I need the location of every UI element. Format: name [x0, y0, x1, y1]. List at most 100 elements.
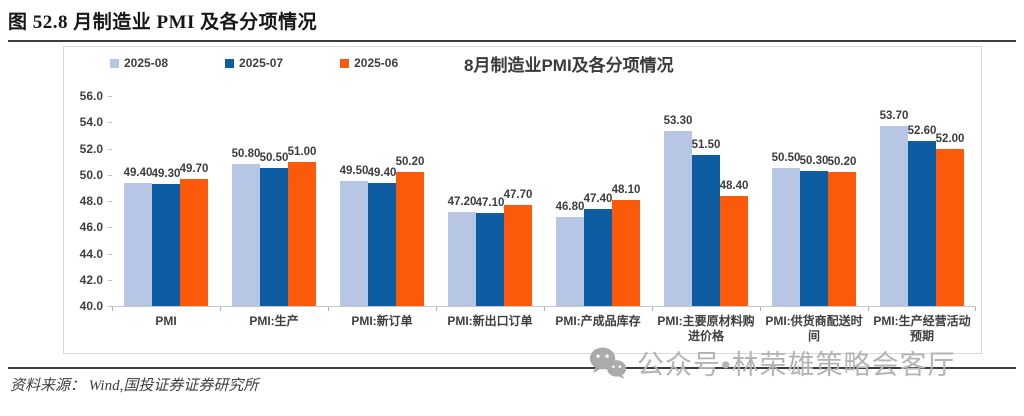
value-label: 48.10 — [611, 183, 641, 196]
value-label: 47.20 — [447, 195, 477, 208]
y-axis-tick — [108, 306, 112, 307]
legend-label: 2025-07 — [239, 56, 284, 70]
bar-2025-06: 48.40 — [720, 180, 748, 306]
bar-group: 50.80 50.50 51.00 — [220, 96, 328, 306]
value-label: 51.50 — [691, 139, 721, 152]
y-axis-tick — [108, 148, 112, 150]
category-label: PMI — [155, 314, 177, 328]
legend-swatch-2025-08-icon — [110, 58, 119, 68]
value-label: 49.40 — [123, 166, 153, 179]
value-label: 53.70 — [879, 110, 909, 123]
value-label: 51.00 — [287, 145, 317, 158]
bar-2025-07: 49.30 — [152, 168, 180, 306]
legend-item-2025-07: 2025-07 — [225, 56, 283, 70]
value-label: 52.60 — [907, 124, 937, 137]
value-label: 52.00 — [935, 132, 965, 145]
x-axis-line — [112, 306, 976, 307]
bar-2025-08: 53.70 — [880, 110, 908, 306]
y-axis-tick — [108, 96, 112, 97]
legend-swatch-2025-07-icon — [225, 58, 235, 68]
y-tick-label: 44.0 — [79, 246, 103, 261]
bar-2025-06: 50.20 — [828, 156, 856, 306]
bar-2025-08: 53.30 — [664, 115, 692, 306]
category-label: PMI:供货商配送时间 — [765, 314, 863, 343]
x-axis-tick — [112, 307, 113, 311]
source-note: 资料来源： Wind,国投证券证券研究所 — [10, 378, 259, 394]
category-label: PMI:生产经营活动预期 — [873, 314, 971, 343]
value-label: 47.40 — [583, 192, 613, 205]
wechat-icon — [589, 347, 627, 379]
bar-2025-06: 48.10 — [612, 184, 640, 306]
bar-2025-06: 50.20 — [396, 156, 424, 306]
legend-swatch-2025-06-icon — [340, 58, 350, 68]
category-label: PMI:产成品库存 — [555, 314, 641, 328]
value-label: 47.10 — [475, 196, 505, 209]
bar-2025-08: 47.20 — [448, 196, 476, 306]
y-tick-label: 42.0 — [79, 272, 103, 287]
bar-2025-07: 49.40 — [368, 167, 396, 306]
x-axis-tick — [436, 307, 437, 311]
value-label: 49.50 — [339, 165, 369, 178]
value-label: 48.40 — [719, 179, 749, 192]
source-divider — [8, 367, 1016, 369]
value-label: 50.80 — [231, 148, 261, 161]
bar-2025-07: 50.30 — [800, 155, 828, 306]
x-axis-tick — [328, 307, 329, 311]
category-label: PMI:新出口订单 — [447, 314, 533, 328]
bar-2025-07: 52.60 — [908, 125, 936, 306]
bar-group: 50.50 50.30 50.20 — [760, 96, 868, 306]
bar-group: 49.50 49.40 50.20 — [328, 96, 436, 306]
y-tick-label: 56.0 — [79, 89, 103, 103]
y-axis-tick — [108, 201, 112, 202]
value-label: 50.20 — [827, 156, 857, 169]
x-axis-tick — [760, 307, 761, 311]
title-divider — [8, 40, 1016, 42]
bar-group: 46.80 47.40 48.10 — [544, 96, 652, 306]
bar-group: 49.40 49.30 49.70 — [112, 96, 220, 306]
y-tick-label: 46.0 — [79, 220, 103, 235]
y-axis-tick — [108, 122, 112, 124]
bar-2025-07: 47.40 — [584, 193, 612, 306]
bar-2025-08: 46.80 — [556, 201, 584, 306]
value-label: 46.80 — [555, 200, 585, 213]
y-axis: 56.0 54.0 52.0 50.0 48.0 46.0 44.0 42.0 40.0 — [64, 47, 106, 353]
bar-2025-08: 49.40 — [124, 167, 152, 306]
value-label: 47.70 — [503, 188, 533, 201]
x-axis-labels: PMI PMI:生产 PMI:新订单 PMI:新出口订单 PMI:产成品库存 PMI:主要… — [112, 314, 976, 344]
bar-2025-06: 51.00 — [288, 146, 316, 306]
bar-2025-07: 50.50 — [260, 152, 288, 306]
bar-2025-06: 52.00 — [936, 133, 964, 306]
y-tick-label: 54.0 — [79, 115, 103, 130]
value-label: 50.50 — [259, 152, 289, 165]
value-label: 50.50 — [771, 152, 801, 165]
category-label: PMI:新订单 — [351, 314, 413, 328]
y-tick-label: 52.0 — [79, 141, 103, 156]
chart-legend: 2025-08 2025-07 2025-06 — [110, 56, 398, 70]
legend-label: 2025-08 — [124, 56, 169, 70]
watermark-text: 公众号•林荣雄策略会客厅 — [637, 350, 956, 380]
category-label: PMI:主要原材料购进价格 — [657, 314, 755, 343]
bar-group: 53.70 52.60 52.00 — [868, 96, 976, 306]
value-label: 49.30 — [151, 167, 181, 180]
value-label: 50.20 — [395, 156, 425, 169]
value-label: 53.30 — [663, 115, 693, 128]
y-axis-tick — [108, 279, 112, 281]
legend-item-2025-08: 2025-08 — [110, 56, 168, 70]
bar-2025-08: 50.50 — [772, 152, 800, 306]
bar-group: 47.20 47.10 47.70 — [436, 96, 544, 306]
y-tick-label: 48.0 — [79, 194, 103, 208]
plot-area: 49.40 49.30 49.70 50.80 50.50 51.00 49.50 49.40… — [108, 96, 976, 311]
x-axis-tick — [220, 307, 221, 311]
chart-title: 8月制造业PMI及各分项情况 — [464, 56, 674, 75]
x-axis-tick — [868, 307, 869, 311]
y-axis-tick — [108, 227, 112, 229]
y-axis-tick — [108, 174, 112, 176]
value-label: 50.30 — [799, 154, 829, 167]
category-label: PMI:生产 — [249, 314, 299, 328]
chart-container: 2025-08 2025-07 2025-06 8月制造业PMI及各分项情况 5… — [63, 46, 982, 354]
legend-label: 2025-06 — [354, 56, 399, 70]
value-label: 49.40 — [367, 166, 397, 179]
bar-2025-07: 47.10 — [476, 197, 504, 306]
figure-title: 图 52.8 月制造业 PMI 及各分项情况 — [8, 12, 318, 33]
